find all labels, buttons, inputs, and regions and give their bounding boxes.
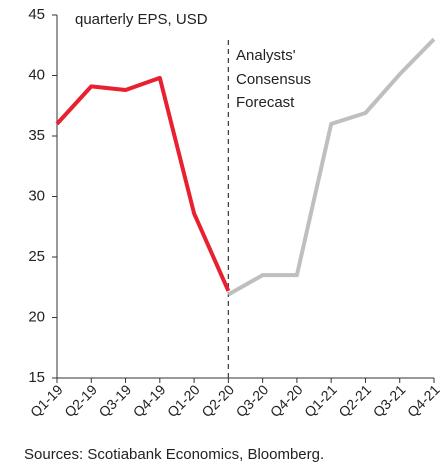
x-tick-label: Q3-21 (370, 381, 409, 420)
annotation: Consensus (236, 71, 311, 88)
y-tick-label: 25 (28, 248, 45, 265)
series-line (55, 75, 231, 292)
x-tick-label: Q1-21 (301, 381, 340, 420)
axis-label: quarterly EPS, USD (75, 11, 208, 28)
x-tick-label: Q4-20 (267, 381, 306, 420)
source: Sources: Scotiabank Economics, Bloomberg… (24, 446, 324, 463)
x-tick-label: Q4-19 (130, 381, 169, 420)
x-tick-label: Q3-20 (233, 381, 272, 420)
y-tick-label: 15 (28, 369, 45, 386)
annotation: Forecast (236, 94, 295, 111)
x-tick-label: Q2-21 (335, 381, 374, 420)
x-tick-label: Q4-21 (404, 381, 443, 420)
y-tick-label: 35 (28, 127, 45, 144)
series-line (227, 37, 436, 297)
y-tick-label: 45 (28, 6, 45, 23)
x-tick-label: Q2-19 (61, 381, 100, 420)
annotation: Analysts' (236, 47, 296, 64)
x-tick-label: Q2-20 (198, 381, 237, 420)
y-tick-label: 40 (28, 66, 45, 83)
x-tick-label: Q3-19 (95, 381, 134, 420)
y-tick-label: 30 (28, 187, 45, 204)
y-tick-label: 20 (28, 308, 45, 325)
x-tick-label: Q1-19 (27, 381, 66, 420)
x-tick-label: Q1-20 (164, 381, 203, 420)
